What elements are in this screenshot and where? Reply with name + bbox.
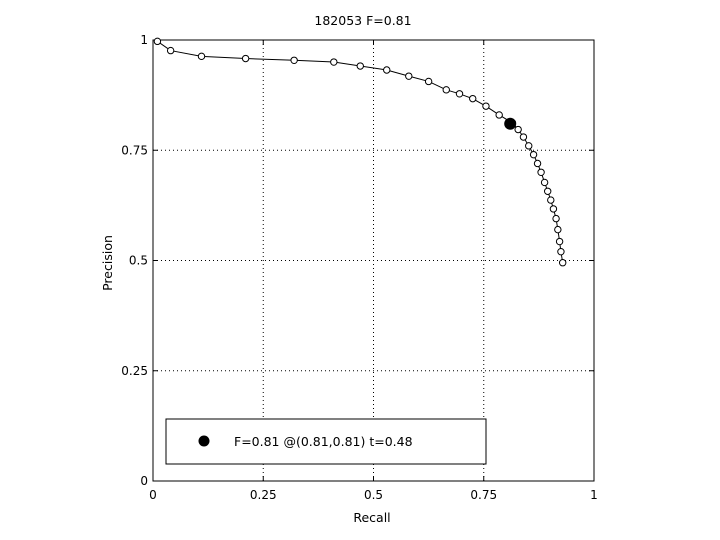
data-point (525, 142, 533, 150)
data-point (482, 102, 490, 110)
data-point (533, 159, 542, 168)
data-point (555, 237, 564, 246)
best-f-point (504, 117, 517, 130)
data-point (356, 62, 364, 70)
data-point (495, 111, 503, 119)
data-point (557, 247, 565, 256)
data-point (543, 187, 552, 195)
data-point (540, 178, 549, 187)
data-point (514, 125, 522, 134)
data-point (241, 54, 250, 63)
legend-label: F=0.81 @(0.81,0.81) t=0.48 (234, 434, 413, 449)
grid-lines (153, 40, 594, 481)
data-point (519, 133, 528, 141)
y-tick-label: 0 (140, 474, 148, 488)
data-point (469, 94, 477, 103)
y-axis-label: Precision (100, 235, 115, 291)
legend-marker-best-point (198, 435, 210, 447)
data-point (424, 77, 433, 86)
x-tick-label: 0.75 (470, 488, 497, 502)
x-tick-label: 1 (590, 488, 598, 502)
x-tick-label: 0 (149, 488, 157, 502)
series-layer (153, 37, 567, 267)
data-point (549, 205, 558, 213)
legend: F=0.81 @(0.81,0.81) t=0.48 (165, 418, 487, 465)
x-tick-label: 0.25 (250, 488, 277, 502)
data-point (153, 37, 162, 46)
y-tick-label: 0.5 (129, 254, 148, 268)
x-tick-label: 0.5 (364, 488, 383, 502)
chart-title: 182053 F=0.81 (314, 13, 411, 28)
y-tick-label: 0.25 (121, 364, 148, 378)
axis-ticks: 0 0.25 0.5 0.75 1 0 0.25 0.5 0.75 1 (121, 33, 598, 502)
data-point (554, 225, 562, 234)
data-point (537, 168, 545, 177)
data-point (330, 58, 338, 66)
legend-box (165, 418, 487, 465)
data-point (383, 66, 391, 74)
data-point (552, 214, 560, 223)
data-point (405, 72, 413, 80)
data-point (455, 90, 464, 98)
data-point (529, 150, 538, 159)
data-point (197, 52, 206, 61)
x-axis-label: Recall (353, 510, 390, 525)
data-point (547, 196, 555, 204)
data-point (442, 86, 450, 94)
data-point (290, 56, 298, 64)
y-tick-label: 0.75 (121, 143, 148, 157)
data-point (166, 46, 175, 55)
y-tick-label: 1 (140, 33, 148, 47)
data-point (558, 259, 567, 267)
